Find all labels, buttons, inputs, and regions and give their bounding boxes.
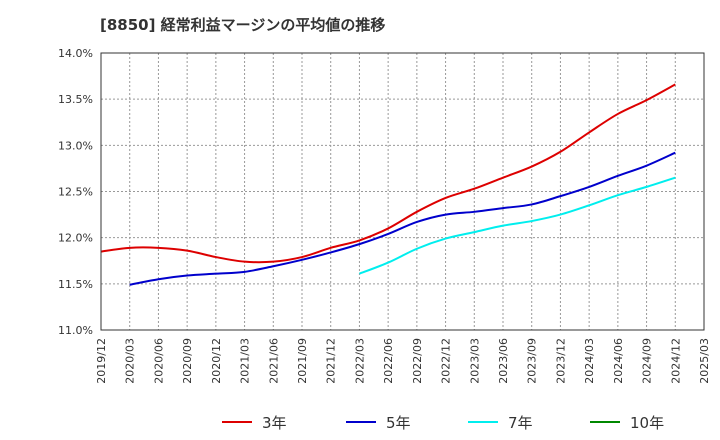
x-tick-label: 2024/06 (612, 338, 625, 384)
x-tick-label: 2020/03 (124, 338, 137, 384)
x-tick-label: 2019/12 (95, 338, 108, 384)
legend-item: 5年 (346, 410, 411, 434)
x-axis-ticks: 2019/12 2020/03 2020/06 2020/09 2020/12 2021/… (95, 338, 711, 384)
x-tick-label: 2023/12 (554, 338, 567, 384)
x-tick-label: 2020/09 (181, 338, 194, 384)
x-tick-label: 2023/03 (468, 338, 481, 384)
legend: 3年 5年 7年 10年 (0, 410, 720, 440)
x-tick-label: 2020/12 (210, 338, 223, 384)
x-tick-label: 2024/03 (583, 338, 596, 384)
x-tick-label: 2021/06 (267, 338, 280, 384)
legend-swatch (590, 421, 620, 423)
legend-swatch (222, 421, 252, 423)
series-line-3y (100, 83, 676, 264)
x-tick-label: 2023/06 (497, 338, 510, 384)
y-tick-label: 12.5% (58, 186, 93, 199)
legend-label: 7年 (508, 413, 533, 432)
y-tick-label: 12.0% (58, 232, 93, 245)
plot-area-border (100, 52, 705, 331)
series-line-5y (129, 151, 676, 286)
x-tick-label: 2024/09 (641, 338, 654, 384)
x-tick-label: 2024/12 (669, 338, 682, 384)
x-tick-label: 2023/09 (526, 338, 539, 384)
x-tick-label: 2022/09 (411, 338, 424, 384)
x-tick-label: 2022/03 (353, 338, 366, 384)
legend-label: 3年 (262, 413, 287, 432)
y-tick-label: 13.5% (58, 93, 93, 106)
x-tick-label: 2021/09 (296, 338, 309, 384)
y-tick-label: 13.0% (58, 139, 93, 152)
legend-item: 10年 (590, 410, 664, 434)
x-tick-label: 2021/03 (239, 338, 252, 384)
x-tick-label: 2020/06 (152, 338, 165, 384)
y-tick-label: 11.0% (58, 324, 93, 337)
legend-swatch (468, 421, 498, 423)
legend-label: 5年 (386, 413, 411, 432)
series-lines (100, 83, 676, 286)
legend-item: 3年 (222, 410, 287, 434)
x-tick-label: 2025/03 (698, 338, 711, 384)
series-line-7y (359, 176, 676, 275)
y-axis-ticks: 11.0% 11.5% 12.0% 12.5% 13.0% 13.5% 14.0% (58, 47, 93, 337)
x-tick-label: 2022/06 (382, 338, 395, 384)
x-tick-label: 2022/12 (440, 338, 453, 384)
y-tick-label: 11.5% (58, 278, 93, 291)
legend-label: 10年 (630, 413, 665, 432)
legend-item: 7年 (468, 410, 533, 434)
x-tick-label: 2021/12 (325, 338, 338, 384)
legend-swatch (346, 421, 376, 423)
y-tick-label: 14.0% (58, 47, 93, 60)
chart-title: [8850] 経常利益マージンの平均値の推移 (100, 16, 386, 34)
grid (101, 53, 704, 330)
